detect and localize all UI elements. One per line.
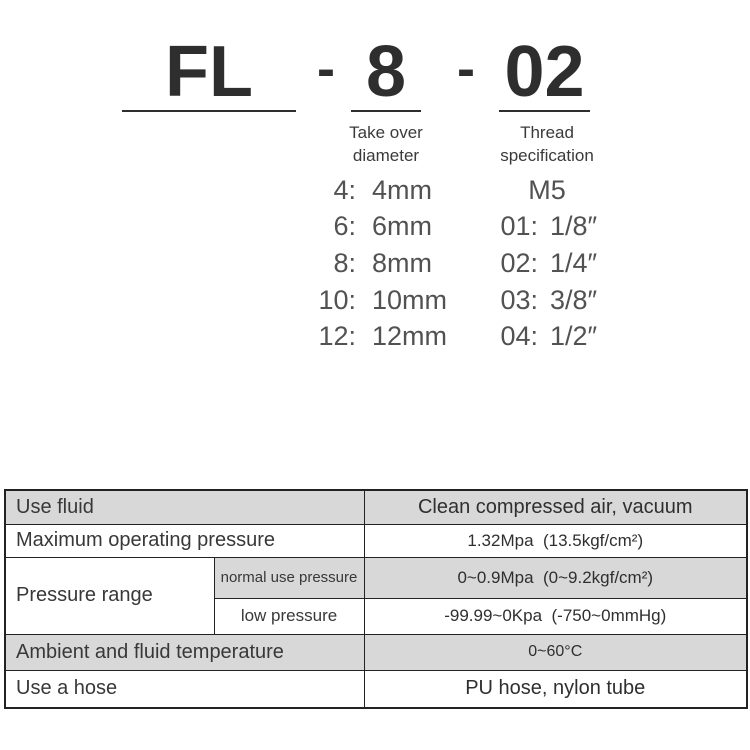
- list-item: 12: 12mm: [290, 318, 460, 355]
- model-dash-2: -: [457, 39, 475, 99]
- list-item: M5: [484, 172, 610, 209]
- spec-label-pressure-range: Pressure range: [4, 556, 215, 635]
- list-item: 10: 10mm: [290, 282, 460, 319]
- spec-value-low-pressure: -99.99~0Kpa (-750~0mmHg): [363, 597, 748, 635]
- list-item: 04: 1/2″: [484, 318, 610, 355]
- spec-label-hose: Use a hose: [4, 669, 365, 709]
- takeover-diameter-label: Take over diameter: [296, 121, 476, 167]
- model-thread-code: 02: [499, 30, 590, 112]
- spec-value-normal-pressure: 0~0.9Mpa (0~9.2kgf/cm²): [363, 556, 748, 599]
- list-item: 03: 3/8″: [484, 282, 610, 319]
- item-code: 10:: [318, 284, 356, 315]
- spec-label-normal-pressure: normal use pressure: [213, 556, 365, 599]
- table-row: low pressure -99.99~0Kpa (-750~0mmHg): [5, 597, 748, 635]
- spec-label-low-pressure: low pressure: [213, 597, 365, 635]
- item-value: 8mm: [372, 247, 432, 278]
- list-item: 01: 1/8″: [484, 209, 610, 246]
- item-value: 1/4″: [550, 247, 598, 278]
- spec-value-temperature: 0~60°C: [363, 633, 748, 671]
- list-item: 02: 1/4″: [484, 245, 610, 282]
- spec-label-temperature: Ambient and fluid temperature: [4, 633, 365, 671]
- takeover-diameter-list: 4: 4mm 6: 6mm 8: 8mm 10: 10mm 12: 12mm: [290, 172, 460, 355]
- table-row: Maximum operating pressure 1.32Mpa (13.5…: [4, 523, 748, 558]
- spec-value-max-pressure: 1.32Mpa (13.5kgf/cm²): [363, 523, 748, 558]
- item-value: M5: [528, 174, 566, 205]
- item-code: 6:: [333, 211, 356, 242]
- list-item: 6: 6mm: [290, 209, 460, 246]
- table-row: Pressure range normal use pressure 0~0.9…: [4, 556, 748, 635]
- table-row: Use fluid Clean compressed air, vacuum: [4, 489, 748, 525]
- item-code: 4:: [333, 174, 356, 205]
- spec-value-use-fluid: Clean compressed air, vacuum: [363, 489, 748, 525]
- thread-label-line2: specification: [500, 146, 594, 165]
- model-prefix: FL: [122, 30, 296, 112]
- item-code: 03:: [500, 284, 538, 315]
- item-code: 8:: [333, 247, 356, 278]
- model-dash-1: -: [317, 39, 335, 99]
- takeover-label-line1: Take over: [349, 123, 423, 142]
- table-row: Ambient and fluid temperature 0~60°C: [4, 633, 748, 671]
- table-row: Use a hose PU hose, nylon tube: [4, 669, 748, 709]
- item-code: 12:: [318, 321, 356, 352]
- item-value: 3/8″: [550, 284, 598, 315]
- spec-value-hose: PU hose, nylon tube: [363, 669, 748, 709]
- spec-label-use-fluid: Use fluid: [4, 489, 365, 525]
- spec-label-max-pressure: Maximum operating pressure: [4, 523, 365, 558]
- list-item: 8: 8mm: [290, 245, 460, 282]
- thread-specification-list: M5 01: 1/8″ 02: 1/4″ 03: 3/8″ 04: 1/2″: [484, 172, 610, 355]
- item-value: 1/2″: [550, 321, 598, 352]
- model-diameter-code: 8: [351, 30, 421, 112]
- item-value: 10mm: [372, 284, 448, 315]
- thread-specification-label: Thread specification: [457, 121, 637, 167]
- item-value: 6mm: [372, 211, 432, 242]
- list-item: 4: 4mm: [290, 172, 460, 209]
- item-code: 04:: [500, 321, 538, 352]
- takeover-label-line2: diameter: [352, 146, 420, 165]
- item-code: 02:: [500, 247, 538, 278]
- thread-label-line1: Thread: [520, 123, 574, 142]
- item-code: 01:: [500, 211, 538, 242]
- item-value: 4mm: [372, 174, 432, 205]
- item-value: 12mm: [372, 321, 448, 352]
- item-value: 1/8″: [550, 211, 598, 242]
- spec-table: Use fluid Clean compressed air, vacuum M…: [4, 489, 748, 709]
